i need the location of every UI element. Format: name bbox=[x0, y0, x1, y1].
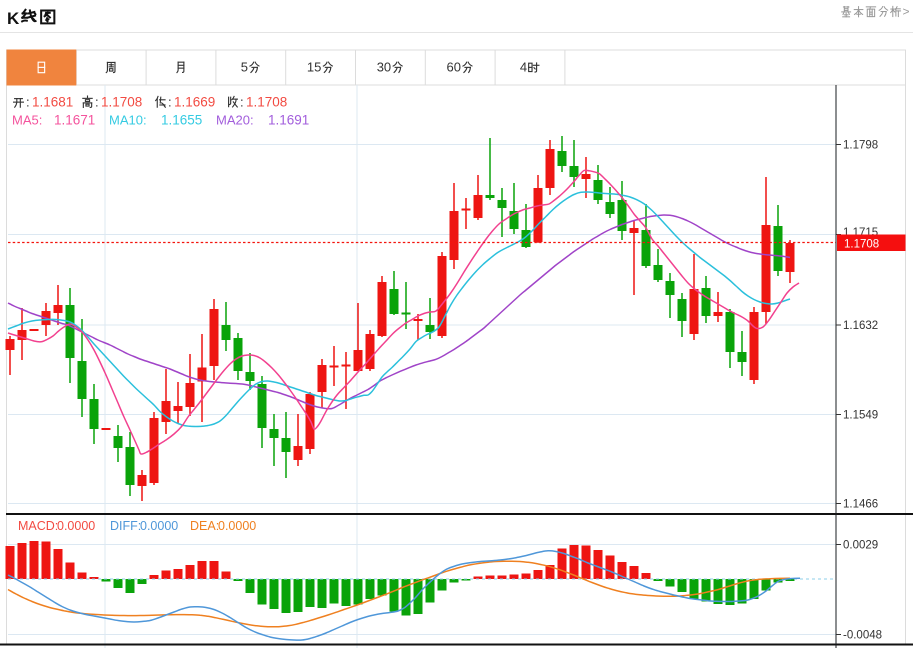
svg-text::: : bbox=[240, 95, 244, 110]
svg-text:DIFF:: DIFF: bbox=[110, 519, 141, 533]
svg-text:1.1708: 1.1708 bbox=[844, 238, 879, 250]
svg-text:>: > bbox=[903, 5, 910, 19]
svg-text:4: 4 bbox=[520, 60, 527, 75]
svg-text:0: 0 bbox=[454, 60, 461, 75]
svg-text::: : bbox=[26, 95, 30, 110]
svg-text:5: 5 bbox=[241, 60, 248, 75]
svg-text:6: 6 bbox=[447, 60, 454, 75]
svg-text:K: K bbox=[7, 9, 20, 28]
svg-text:DEA:: DEA: bbox=[190, 519, 219, 533]
svg-text:MACD:: MACD: bbox=[18, 519, 58, 533]
svg-text:1.1655: 1.1655 bbox=[161, 113, 202, 128]
svg-text:1.1708: 1.1708 bbox=[101, 95, 142, 110]
svg-text:1.1669: 1.1669 bbox=[174, 95, 215, 110]
svg-text:1.1708: 1.1708 bbox=[246, 95, 287, 110]
svg-text:1.1632: 1.1632 bbox=[843, 320, 878, 332]
svg-text:0: 0 bbox=[384, 60, 391, 75]
svg-text:MA5:: MA5: bbox=[12, 113, 42, 128]
svg-text::: : bbox=[95, 95, 99, 110]
svg-text:0.0000: 0.0000 bbox=[140, 519, 178, 533]
svg-text:0.0000: 0.0000 bbox=[218, 519, 256, 533]
svg-text:0.0029: 0.0029 bbox=[843, 540, 878, 552]
svg-text:MA20:: MA20: bbox=[216, 113, 254, 128]
svg-text:1.1681: 1.1681 bbox=[32, 95, 73, 110]
svg-text::: : bbox=[168, 95, 172, 110]
svg-text:1.1691: 1.1691 bbox=[268, 113, 309, 128]
svg-text:3: 3 bbox=[377, 60, 384, 75]
svg-text:1: 1 bbox=[307, 60, 314, 75]
svg-text:1.1549: 1.1549 bbox=[843, 410, 878, 422]
svg-text:1.1671: 1.1671 bbox=[54, 113, 95, 128]
svg-text:1.1466: 1.1466 bbox=[843, 499, 878, 511]
svg-text:1.1798: 1.1798 bbox=[843, 140, 878, 152]
svg-text:-0.0048: -0.0048 bbox=[843, 630, 882, 642]
svg-text:MA10:: MA10: bbox=[109, 113, 147, 128]
svg-text:0.0000: 0.0000 bbox=[57, 519, 95, 533]
svg-text:5: 5 bbox=[314, 60, 321, 75]
